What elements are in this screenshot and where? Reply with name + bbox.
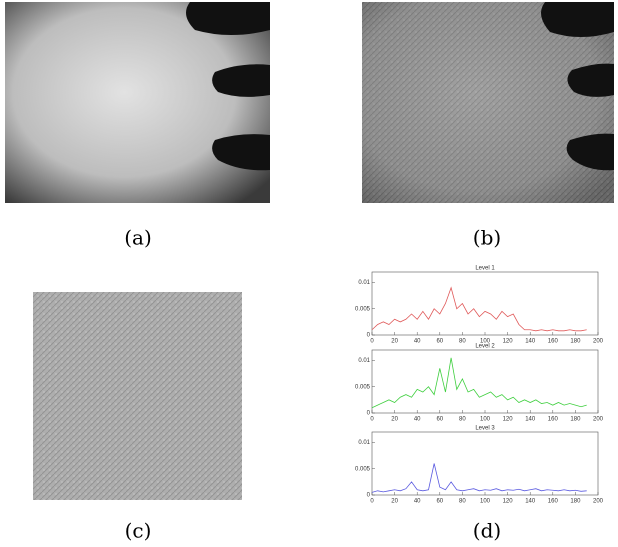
x-tick-label: 140 — [525, 339, 536, 345]
x-tick-label: 0 — [370, 499, 374, 505]
x-tick-label: 20 — [391, 499, 398, 505]
caption: (c) — [125, 519, 152, 543]
image-a — [5, 2, 270, 203]
caption: (d) — [473, 519, 501, 543]
y-tick-label: 0.01 — [358, 358, 370, 364]
figure: (a) (b) (c) (d) Level 1 0 0.005 0.01 0 20 40 60… — [0, 0, 618, 547]
x-tick-label: 80 — [459, 499, 466, 505]
x-tick-label: 160 — [548, 499, 559, 505]
y-tick-label: 0.01 — [358, 280, 370, 286]
x-tick-label: 160 — [548, 417, 559, 423]
x-tick-label: 180 — [570, 339, 581, 345]
caption: (b) — [473, 226, 501, 250]
x-tick-label: 0 — [370, 339, 374, 345]
x-tick-label: 120 — [503, 417, 514, 423]
x-tick-label: 100 — [480, 499, 491, 505]
plot-frame — [372, 432, 598, 495]
image-c — [33, 292, 242, 500]
data-line — [372, 464, 587, 493]
x-tick-label: 40 — [414, 417, 421, 423]
plot-frame — [372, 272, 598, 335]
x-tick-label: 180 — [570, 417, 581, 423]
y-tick-label: 0.01 — [358, 440, 370, 446]
x-tick-label: 200 — [593, 339, 604, 345]
x-tick-label: 200 — [593, 417, 604, 423]
x-tick-label: 100 — [480, 417, 491, 423]
caption: (a) — [124, 226, 152, 250]
y-tick-label: 0.005 — [355, 466, 371, 472]
y-tick-label: 0.005 — [355, 306, 371, 312]
x-tick-label: 20 — [391, 339, 398, 345]
x-tick-label: 40 — [414, 499, 421, 505]
x-tick-label: 60 — [436, 339, 443, 345]
chart-title: Level 2 — [475, 344, 495, 350]
data-line — [372, 358, 587, 408]
plot-frame — [372, 350, 598, 413]
x-tick-label: 120 — [503, 339, 514, 345]
x-tick-label: 40 — [414, 339, 421, 345]
x-tick-label: 60 — [436, 417, 443, 423]
chart-title: Level 1 — [475, 266, 495, 272]
y-tick-label: 0.005 — [355, 384, 371, 390]
x-tick-label: 180 — [570, 499, 581, 505]
x-tick-label: 60 — [436, 499, 443, 505]
x-tick-label: 80 — [459, 339, 466, 345]
chart-title: Level 3 — [475, 426, 495, 432]
x-tick-label: 160 — [548, 339, 559, 345]
x-tick-label: 80 — [459, 417, 466, 423]
x-tick-label: 140 — [525, 417, 536, 423]
data-line — [372, 288, 587, 331]
x-tick-label: 120 — [503, 499, 514, 505]
x-tick-label: 20 — [391, 417, 398, 423]
x-tick-label: 140 — [525, 499, 536, 505]
image-b — [362, 2, 614, 203]
x-tick-label: 200 — [593, 499, 604, 505]
x-tick-label: 0 — [370, 417, 374, 423]
